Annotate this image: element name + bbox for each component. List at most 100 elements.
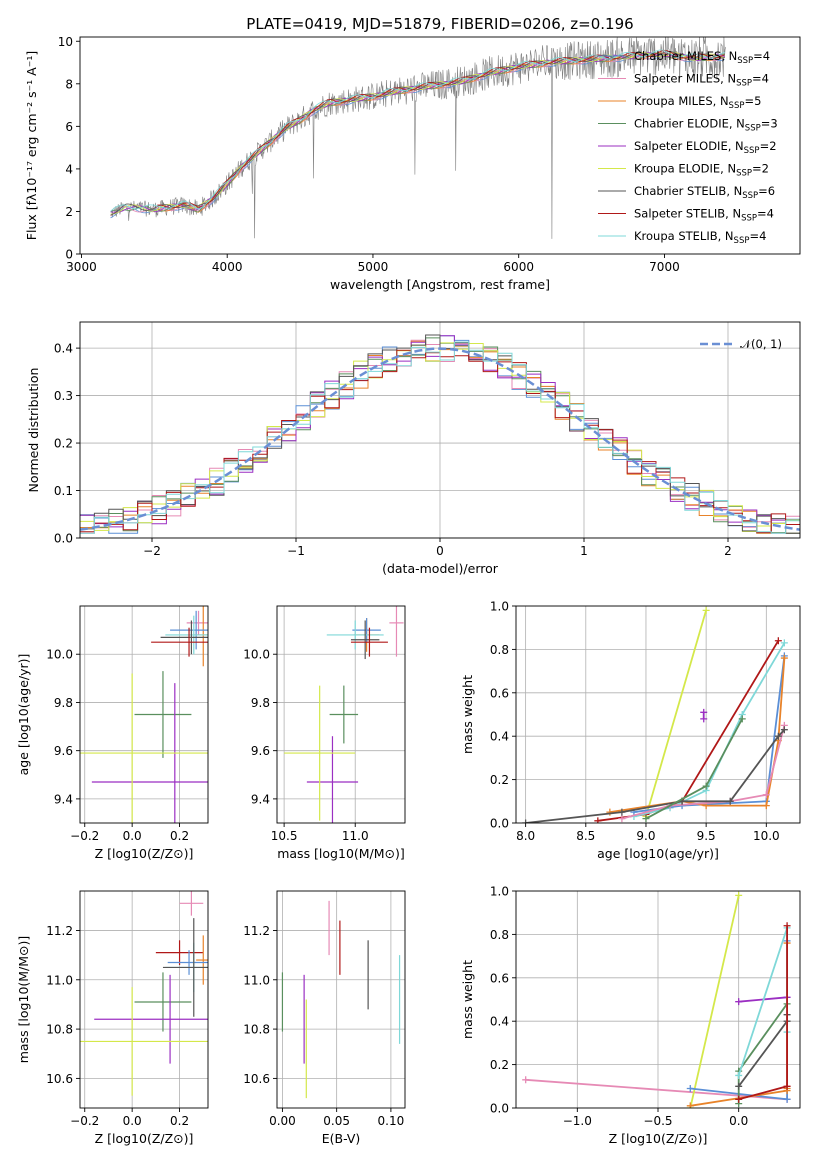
mass-vs-ebv-ytick-label: 11.0 (243, 973, 270, 987)
weight-line-kroupa-miles (609, 658, 786, 813)
model-spectrum-chabrier-miles (110, 53, 725, 219)
residuals-xlabel: (data-model)/error (382, 561, 499, 576)
model-spectrum-chabrier-elodie (110, 52, 725, 213)
errorbar-point-kroupa-elodie (80, 987, 208, 1096)
residuals-xtick-label: 2 (724, 544, 732, 558)
mass-vs-Z-plot-area (80, 891, 208, 1108)
weight-vs-Z-ytick-label: 0.0 (490, 1102, 509, 1116)
spectrum-panel: 3000 4000 5000 6000 7000 0 2 4 6 8 10 wavelength [A… (24, 35, 801, 292)
spectrum-ytick-label: 2 (65, 205, 73, 219)
errorbar-point-salpeter-stelib (155, 940, 204, 965)
errorbar-point-chabrier-miles (170, 610, 208, 650)
spectrum-legend: Chabrier MILES, NSSP=4 Salpeter MILES, NS… (598, 49, 778, 246)
errorbar-point-chabrier-stelib (160, 620, 208, 655)
figure-title: PLATE=0419, MJD=51879, FIBERID=0206, z=0… (246, 15, 633, 33)
model-spectrum-salpeter-elodie (110, 52, 726, 213)
normal-legend-label: 𝒩(0, 1) (740, 337, 782, 351)
age-vs-mass-frame (276, 605, 406, 824)
age-vs-mass-plot-area (277, 606, 405, 823)
errorbar-point-chabrier-miles (352, 618, 381, 643)
age-vs-mass-ytick-label: 9.8 (251, 696, 270, 710)
normal-curve (80, 347, 800, 531)
residuals-ytick-label: 0.1 (54, 484, 73, 498)
age-vs-Z-xlabel: Z [log10(Z/Z⊙)] (95, 846, 194, 861)
weight-marker-chabrier-stelib (522, 819, 530, 823)
weight-vs-Z-ytick-label: 0.4 (490, 1015, 509, 1029)
mass-vs-ebv-frame (276, 890, 406, 1109)
mass-vs-ebv-xlabel: E(B-V) (322, 1131, 361, 1146)
errorbar-point-salpeter-miles (389, 606, 404, 657)
weight-marker-kroupa-stelib (780, 639, 788, 647)
legend-entry-kroupa-elodie: Kroupa ELODIE, NSSP=2 (634, 162, 769, 179)
weight-marker-chabrier-elodie (738, 715, 746, 723)
mass-vs-ebv-ytick-label: 10.6 (243, 1072, 270, 1086)
spectrum-plot-area (110, 37, 726, 239)
weight-marker-kroupa-elodie (702, 606, 710, 614)
weight-marker-chabrier-elodie (702, 782, 710, 790)
residuals-ytick-label: 0.4 (54, 342, 73, 356)
spectrum-xlabel: wavelength [Angstrom, rest frame] (330, 277, 550, 292)
weight-vs-age-xtick-label: 10.0 (753, 829, 780, 843)
model-spectrum-salpeter-miles (110, 52, 726, 217)
spectrum-xtick-label: 5000 (358, 260, 389, 274)
errorbar-point-salpeter-stelib (151, 627, 208, 657)
errorbar-point-salpeter-miles (186, 610, 208, 635)
mass-vs-Z-panel: −0.2 0.0 0.2 10.6 10.8 11.0 11.2 Z [log10(Z/Z⊙)… (16, 890, 209, 1146)
weight-line-chabrier-stelib (525, 729, 786, 823)
errorbar-point-chabrier-stelib (350, 620, 380, 660)
spectrum-ytick-label: 0 (65, 248, 73, 262)
weight-vs-age-xtick-label: 9.0 (636, 829, 655, 843)
age-vs-Z-ytick-label: 9.6 (54, 744, 73, 758)
weight-vs-Z-xlabel: Z [log10(Z/Z⊙)] (609, 1131, 708, 1146)
spectrum-ytick-label: 4 (65, 162, 73, 176)
spectrum-xtick-label: 3000 (66, 260, 97, 274)
mass-vs-Z-ytick-label: 10.6 (46, 1072, 73, 1086)
mass-vs-Z-ytick-label: 10.8 (46, 1023, 73, 1037)
age-vs-Z-xtick-label: 0.2 (170, 829, 189, 843)
weight-vs-Z-panel: −1.0 −0.5 0.0 0.0 0.2 0.4 0.6 0.8 1.0 Z [log10(Z/… (460, 885, 801, 1146)
mass-vs-ebv-xtick-label: 0.00 (269, 1114, 296, 1128)
errorbar-point-chabrier-elodie (134, 671, 192, 758)
weight-marker-chabrier-stelib (780, 726, 788, 734)
weight-marker-salpeter-elodie (700, 708, 708, 716)
errorbar-point-kroupa-miles (196, 935, 208, 985)
mass-vs-ebv-ytick-label: 10.8 (243, 1023, 270, 1037)
weight-vs-age-ytick-label: 1.0 (490, 600, 509, 614)
weight-vs-age-xlabel: age [log10(age/yr)] (597, 846, 719, 861)
residuals-xtick-label: −1 (287, 544, 305, 558)
age-vs-mass-xtick-label: 10.5 (271, 829, 298, 843)
age-vs-mass-xtick-label: 11.0 (342, 829, 369, 843)
weight-marker-salpeter-stelib (735, 1095, 743, 1103)
spectrum-xtick-label: 7000 (649, 260, 680, 274)
model-spectrum-kroupa-elodie (110, 52, 725, 215)
histogram-chabrier-stelib (80, 334, 800, 534)
age-vs-mass-panel: 10.5 11.0 9.4 9.6 9.8 10.0 mass [log10(M/M⊙)] (243, 605, 406, 861)
residuals-xtick-label: 0 (436, 544, 444, 558)
legend-entry-chabrier-stelib: Chabrier STELIB, NSSP=6 (634, 184, 775, 201)
weight-vs-Z-ytick-label: 0.6 (490, 971, 509, 985)
mass-vs-Z-ytick-label: 11.2 (46, 924, 73, 938)
weight-marker-chabrier-stelib (618, 808, 626, 816)
weight-marker-salpeter-miles (762, 791, 770, 799)
weight-marker-kroupa-miles (686, 1102, 694, 1108)
weight-vs-age-panel: 8.0 8.5 9.0 9.5 10.0 0.0 0.2 0.4 0.6 0.8 1.0 age [l… (460, 600, 801, 861)
mass-vs-Z-frame (79, 890, 209, 1109)
errorbar-point-salpeter-elodie (91, 683, 208, 823)
weight-line-kroupa-elodie (645, 610, 707, 817)
weight-line-kroupa-elodie (689, 895, 740, 1108)
age-vs-Z-ytick-label: 10.0 (46, 648, 73, 662)
weight-vs-Z-ytick-label: 0.8 (490, 928, 509, 942)
age-vs-mass-xlabel: mass [log10(M/M⊙)] (277, 846, 405, 861)
mass-vs-ebv-ytick-label: 11.2 (243, 924, 270, 938)
spectrum-ytick-label: 8 (65, 77, 73, 91)
errorbar-point-chabrier-stelib (162, 918, 208, 1017)
weight-marker-chabrier-elodie (642, 815, 650, 823)
legend-entry-salpeter-elodie: Salpeter ELODIE, NSSP=2 (634, 139, 777, 156)
errorbar-point-kroupa-elodie (284, 685, 356, 821)
weight-vs-Z-xtick-label: −1.0 (563, 1114, 592, 1128)
errorbar-point-kroupa-stelib (326, 620, 384, 650)
errorbar-point-salpeter-elodie (306, 736, 359, 823)
weight-vs-age-frame (515, 605, 801, 824)
legend-entry-chabrier-elodie: Chabrier ELODIE, NSSP=3 (634, 117, 778, 134)
